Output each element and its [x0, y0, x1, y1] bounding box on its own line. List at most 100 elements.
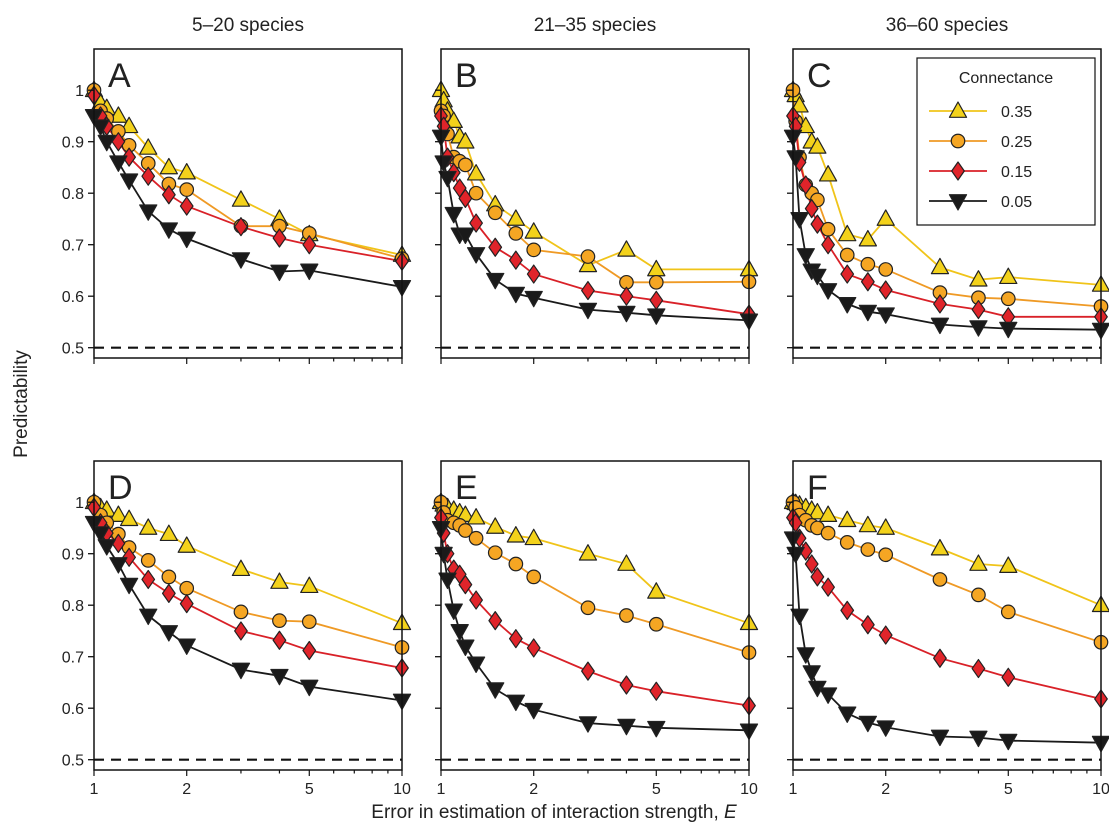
series-line-0-05: [792, 538, 1102, 744]
series-markers-0-05: [783, 531, 1109, 753]
data-point: [930, 257, 950, 275]
x-tick-label: 2: [529, 781, 538, 798]
data-point: [231, 559, 251, 577]
data-point: [878, 625, 893, 645]
data-point: [444, 206, 463, 224]
y-tick-label: 0.8: [62, 598, 84, 615]
data-point: [617, 305, 636, 323]
data-point: [839, 535, 855, 550]
data-point: [580, 600, 596, 616]
legend-label: 0.35: [1001, 104, 1032, 121]
data-point: [177, 163, 196, 180]
plot-frame: [440, 48, 750, 359]
data-point: [487, 545, 503, 561]
data-point: [878, 280, 893, 300]
data-point: [302, 235, 317, 255]
data-point: [838, 706, 857, 723]
legend-label: 0.25: [1001, 134, 1032, 151]
y-tick-label: 1: [75, 495, 84, 512]
data-point: [506, 286, 526, 304]
y-tick-label: 0.5: [62, 341, 84, 358]
data-point: [818, 505, 838, 522]
data-point: [231, 662, 251, 680]
data-point: [91, 526, 110, 543]
data-point: [580, 249, 596, 264]
data-point: [272, 228, 287, 248]
x-tick-label: 1: [90, 781, 99, 798]
data-point: [458, 523, 473, 538]
data-point: [648, 616, 664, 632]
series-line-0-35: [440, 89, 749, 271]
data-point: [876, 720, 895, 737]
data-point: [109, 505, 128, 522]
panel-d: 0.5 0.6 0.7 0.8 0.9 1 1 2 5 10 D: [62, 460, 412, 798]
data-point: [969, 320, 988, 337]
data-point: [109, 155, 128, 172]
data-point: [932, 572, 948, 587]
data-point: [508, 226, 524, 241]
legend-marker: [950, 133, 966, 149]
data-point: [458, 188, 473, 208]
data-point: [1001, 667, 1016, 687]
data-point: [179, 182, 195, 197]
data-point: [179, 580, 195, 596]
data-point: [838, 297, 857, 314]
data-point: [119, 173, 139, 190]
data-point: [810, 214, 825, 234]
data-point: [649, 681, 664, 701]
data-point: [300, 576, 319, 594]
data-point: [647, 720, 666, 738]
data-point: [1000, 604, 1016, 620]
data-point: [619, 675, 634, 695]
data-point: [786, 546, 805, 564]
legend-marker: [951, 161, 965, 181]
data-point: [524, 290, 543, 308]
legend-entry-0-05: 0.05: [929, 194, 1032, 211]
data-point: [878, 547, 894, 563]
data-point: [876, 307, 895, 324]
panel-c: C 36–60 species Connectance 0.35 0.25 0.15 0.0…: [783, 15, 1109, 364]
data-point: [860, 542, 876, 557]
column-title: 21–35 species: [534, 15, 657, 36]
panel-f: 1 2 5 10 F: [783, 460, 1109, 798]
data-point: [458, 575, 473, 595]
data-point: [804, 199, 819, 219]
data-point: [486, 682, 505, 699]
data-point: [508, 250, 523, 270]
series-line-0-15: [93, 507, 403, 669]
y-tick-label: 1: [75, 83, 84, 100]
data-point: [119, 509, 139, 527]
data-point: [91, 119, 110, 136]
data-point: [508, 629, 523, 649]
data-point: [581, 661, 595, 681]
data-point: [161, 569, 177, 585]
legend-label: 0.05: [1001, 194, 1032, 211]
data-point: [234, 217, 248, 237]
data-point: [804, 554, 819, 574]
series-line-0-15: [792, 517, 1102, 700]
series-markers-0-35: [431, 80, 759, 277]
data-point: [790, 96, 809, 113]
data-point: [971, 299, 986, 320]
data-point: [858, 229, 878, 247]
data-point: [97, 539, 116, 556]
data-point: [458, 157, 473, 173]
data-point: [508, 556, 524, 572]
data-point: [486, 517, 505, 534]
x-tick-label: 10: [740, 781, 758, 798]
data-point: [270, 572, 289, 589]
data-point: [860, 615, 875, 635]
series-markers-0-05: [84, 109, 412, 297]
data-point: [840, 600, 855, 620]
data-point: [820, 525, 836, 541]
series-line-0-35: [93, 501, 403, 625]
data-point: [122, 147, 136, 167]
data-point: [790, 212, 809, 229]
data-point: [488, 237, 503, 257]
x-tick-label: 5: [1004, 781, 1013, 798]
data-point: [466, 164, 486, 181]
plot-frame: [93, 48, 403, 359]
data-point: [933, 648, 947, 668]
x-tick-label: 1: [437, 781, 446, 798]
x-tick-label: 2: [881, 781, 890, 798]
